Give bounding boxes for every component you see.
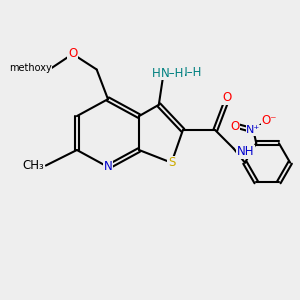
Text: CH₃: CH₃ — [23, 159, 44, 172]
Text: methoxy: methoxy — [9, 63, 52, 73]
Text: S: S — [168, 156, 175, 169]
Text: N–H: N–H — [178, 66, 202, 79]
Text: O: O — [68, 47, 77, 61]
Text: H: H — [160, 66, 169, 79]
Text: N–H: N–H — [161, 67, 184, 80]
Text: O⁻: O⁻ — [261, 114, 277, 127]
Text: O: O — [230, 120, 240, 133]
Text: O: O — [222, 91, 231, 104]
Text: H: H — [152, 67, 160, 80]
Text: N⁺: N⁺ — [246, 125, 261, 135]
Text: N: N — [103, 160, 112, 173]
Text: NH: NH — [237, 146, 255, 158]
